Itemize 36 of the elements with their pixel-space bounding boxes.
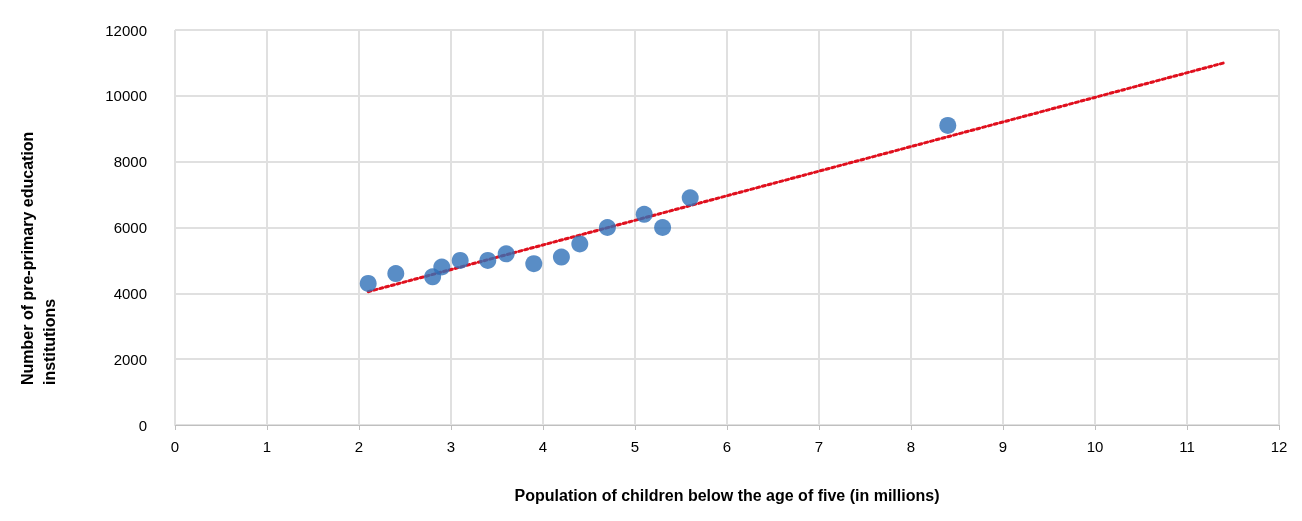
- y-axis-title: Number of pre-primary education institutions: [18, 127, 58, 385]
- y-tick-label: 6000: [113, 219, 147, 236]
- point: [654, 219, 672, 236]
- point: [552, 248, 570, 266]
- point: [571, 235, 589, 253]
- x-axis-title: Population of children below the age of five (in millions): [514, 486, 940, 504]
- point: [433, 258, 451, 276]
- x-tick-label: 5: [630, 438, 640, 455]
- x-tick-label: 0: [170, 438, 180, 455]
- y-tick-label: 0: [138, 416, 147, 434]
- x-tick-label: 11: [1179, 438, 1195, 455]
- point: [635, 205, 653, 223]
- point: [497, 245, 515, 263]
- x-tick-label: 9: [998, 438, 1008, 455]
- x-tick-label: 7: [814, 438, 824, 455]
- point: [359, 274, 377, 292]
- x-tick-label: 10: [1086, 438, 1104, 455]
- y-tick-label: 10000: [105, 87, 147, 105]
- point: [525, 255, 543, 273]
- x-tick-label: 1: [262, 438, 272, 455]
- point: [451, 251, 469, 269]
- x-tick-label: 4: [538, 438, 548, 455]
- x-tick-label: 12: [1270, 438, 1288, 455]
- point: [479, 251, 497, 269]
- point: [681, 189, 699, 207]
- point: [939, 116, 957, 134]
- x-tick-label: 2: [354, 438, 364, 455]
- x-tick-label: 3: [446, 438, 456, 455]
- y-tick-label: 2000: [113, 350, 147, 368]
- point: [598, 219, 616, 236]
- y-tick-label: 4000: [113, 284, 147, 302]
- x-tick-label: 8: [906, 438, 916, 455]
- y-tick-label: 8000: [113, 153, 147, 171]
- point: [387, 265, 405, 283]
- x-tick-label: 6: [722, 438, 732, 455]
- y-tick-label: 12000: [105, 21, 147, 39]
